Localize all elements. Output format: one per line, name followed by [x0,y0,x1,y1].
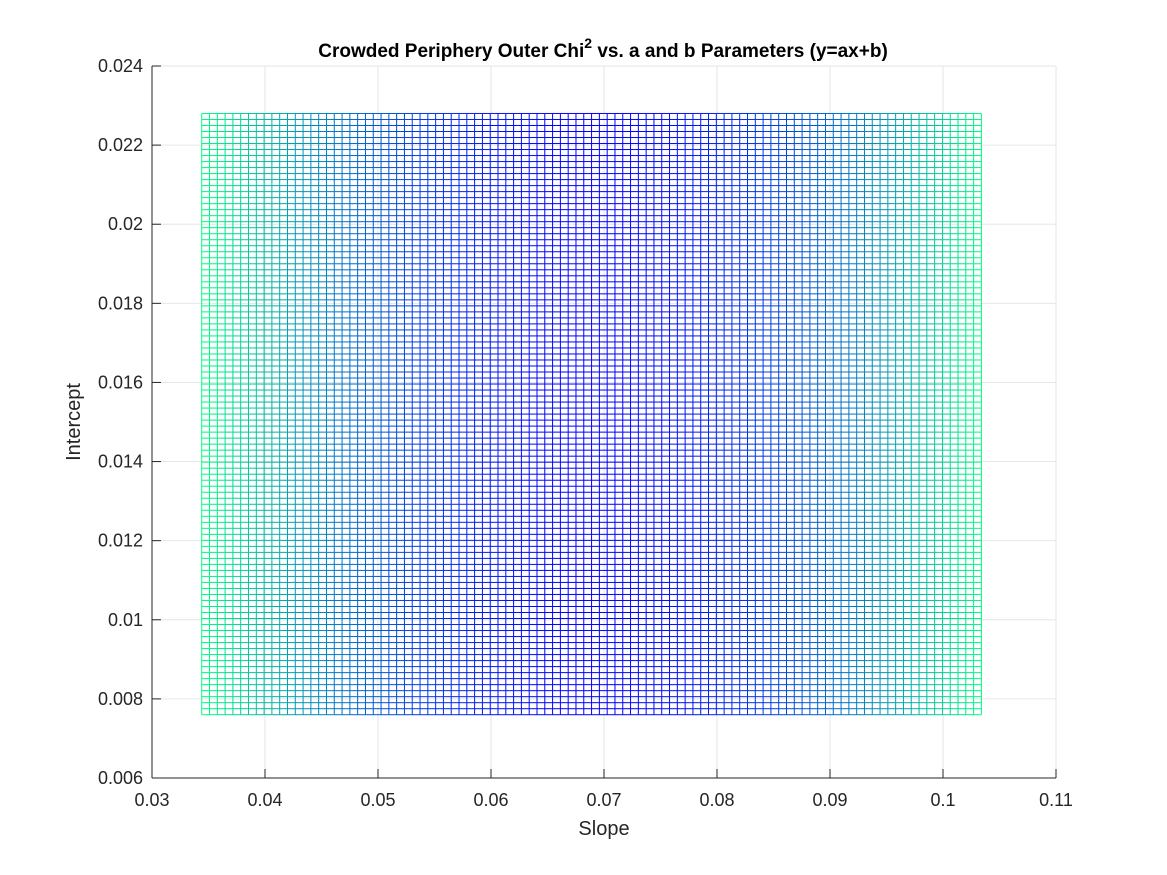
chart-title-suffix: vs. a and b Parameters (y=ax+b) [592,41,888,62]
chart-title-superscript: 2 [584,35,592,51]
mesh-surface [201,112,982,716]
chart-title-main: Crowded Periphery Outer Chi [318,41,584,62]
chart-title: Crowded Periphery Outer Chi2 vs. a and b… [318,35,888,62]
